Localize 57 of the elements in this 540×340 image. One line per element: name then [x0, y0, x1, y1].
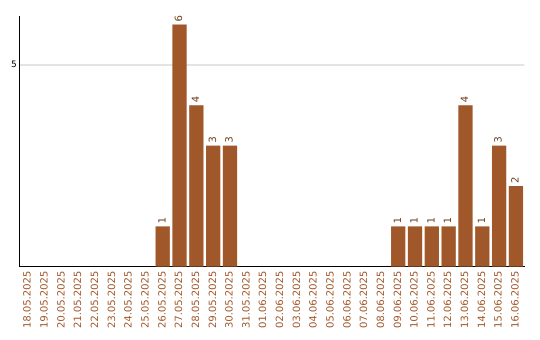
bar: [442, 226, 456, 267]
x-tick-label: 11.06.2025: [426, 270, 438, 328]
x-tick-label: 08.06.2025: [376, 270, 387, 328]
x-tick-label: 02.06.2025: [275, 270, 286, 328]
x-tick-label: 07.06.2025: [359, 270, 370, 328]
x-tick-label: 31.05.2025: [241, 270, 252, 328]
bar: [492, 146, 506, 267]
x-tick-label: 29.05.2025: [208, 270, 219, 328]
x-tick-label: 03.06.2025: [292, 270, 303, 328]
bar: [458, 105, 473, 267]
x-tick-label: 25.05.2025: [140, 270, 152, 328]
bar: [189, 105, 204, 267]
x-tick-label: 12.06.2025: [443, 270, 454, 328]
data-label: 1: [392, 216, 404, 224]
bar: [156, 226, 170, 267]
data-label: 1: [443, 216, 454, 224]
x-tick-label: 13.06.2025: [460, 270, 472, 328]
x-tick-label: 14.06.2025: [476, 270, 488, 328]
y-tick-label: 5: [10, 60, 17, 70]
x-tick-label: 24.05.2025: [124, 270, 135, 328]
data-label: 4: [190, 96, 202, 102]
x-tick-label: 04.06.2025: [308, 270, 320, 328]
bar: [408, 226, 422, 267]
data-label: 4: [460, 96, 472, 102]
x-tick-label: 23.05.2025: [106, 270, 118, 328]
x-tick-label: 27.05.2025: [174, 270, 186, 328]
x-tick-label: 18.05.2025: [22, 270, 34, 328]
x-tick-label: 16.06.2025: [510, 270, 522, 328]
x-tick-label: 21.05.2025: [73, 270, 84, 328]
bar: [475, 226, 490, 267]
x-tick-label: 06.06.2025: [342, 270, 354, 328]
x-tick-label: 15.06.2025: [494, 270, 505, 328]
bar: [222, 146, 238, 267]
bar: [172, 24, 187, 267]
data-label: 6: [174, 15, 186, 22]
data-label: 2: [510, 176, 522, 183]
x-tick-label: 19.05.2025: [40, 270, 51, 328]
x-tick-label: 09.06.2025: [392, 270, 404, 328]
data-label: 3: [224, 136, 236, 143]
x-tick-label: 28.05.2025: [190, 270, 202, 328]
data-label: 3: [494, 136, 505, 143]
x-tick-label: 10.06.2025: [410, 270, 421, 328]
bar: [206, 146, 220, 267]
x-tick-label: 05.06.2025: [326, 270, 336, 328]
x-tick-label: 22.05.2025: [90, 270, 102, 328]
x-tick-label: 20.05.2025: [56, 270, 68, 328]
data-label: 3: [208, 136, 219, 143]
data-label: 1: [410, 216, 421, 224]
data-label: 1: [157, 216, 168, 224]
bar: [508, 186, 524, 267]
bar: [424, 226, 439, 267]
bar: [391, 226, 406, 267]
data-label: 1: [426, 216, 438, 224]
x-tick-label: 26.05.2025: [157, 270, 168, 328]
data-label: 1: [476, 216, 488, 224]
x-tick-label: 30.05.2025: [224, 270, 236, 328]
x-tick-label: 01.06.2025: [258, 270, 270, 328]
